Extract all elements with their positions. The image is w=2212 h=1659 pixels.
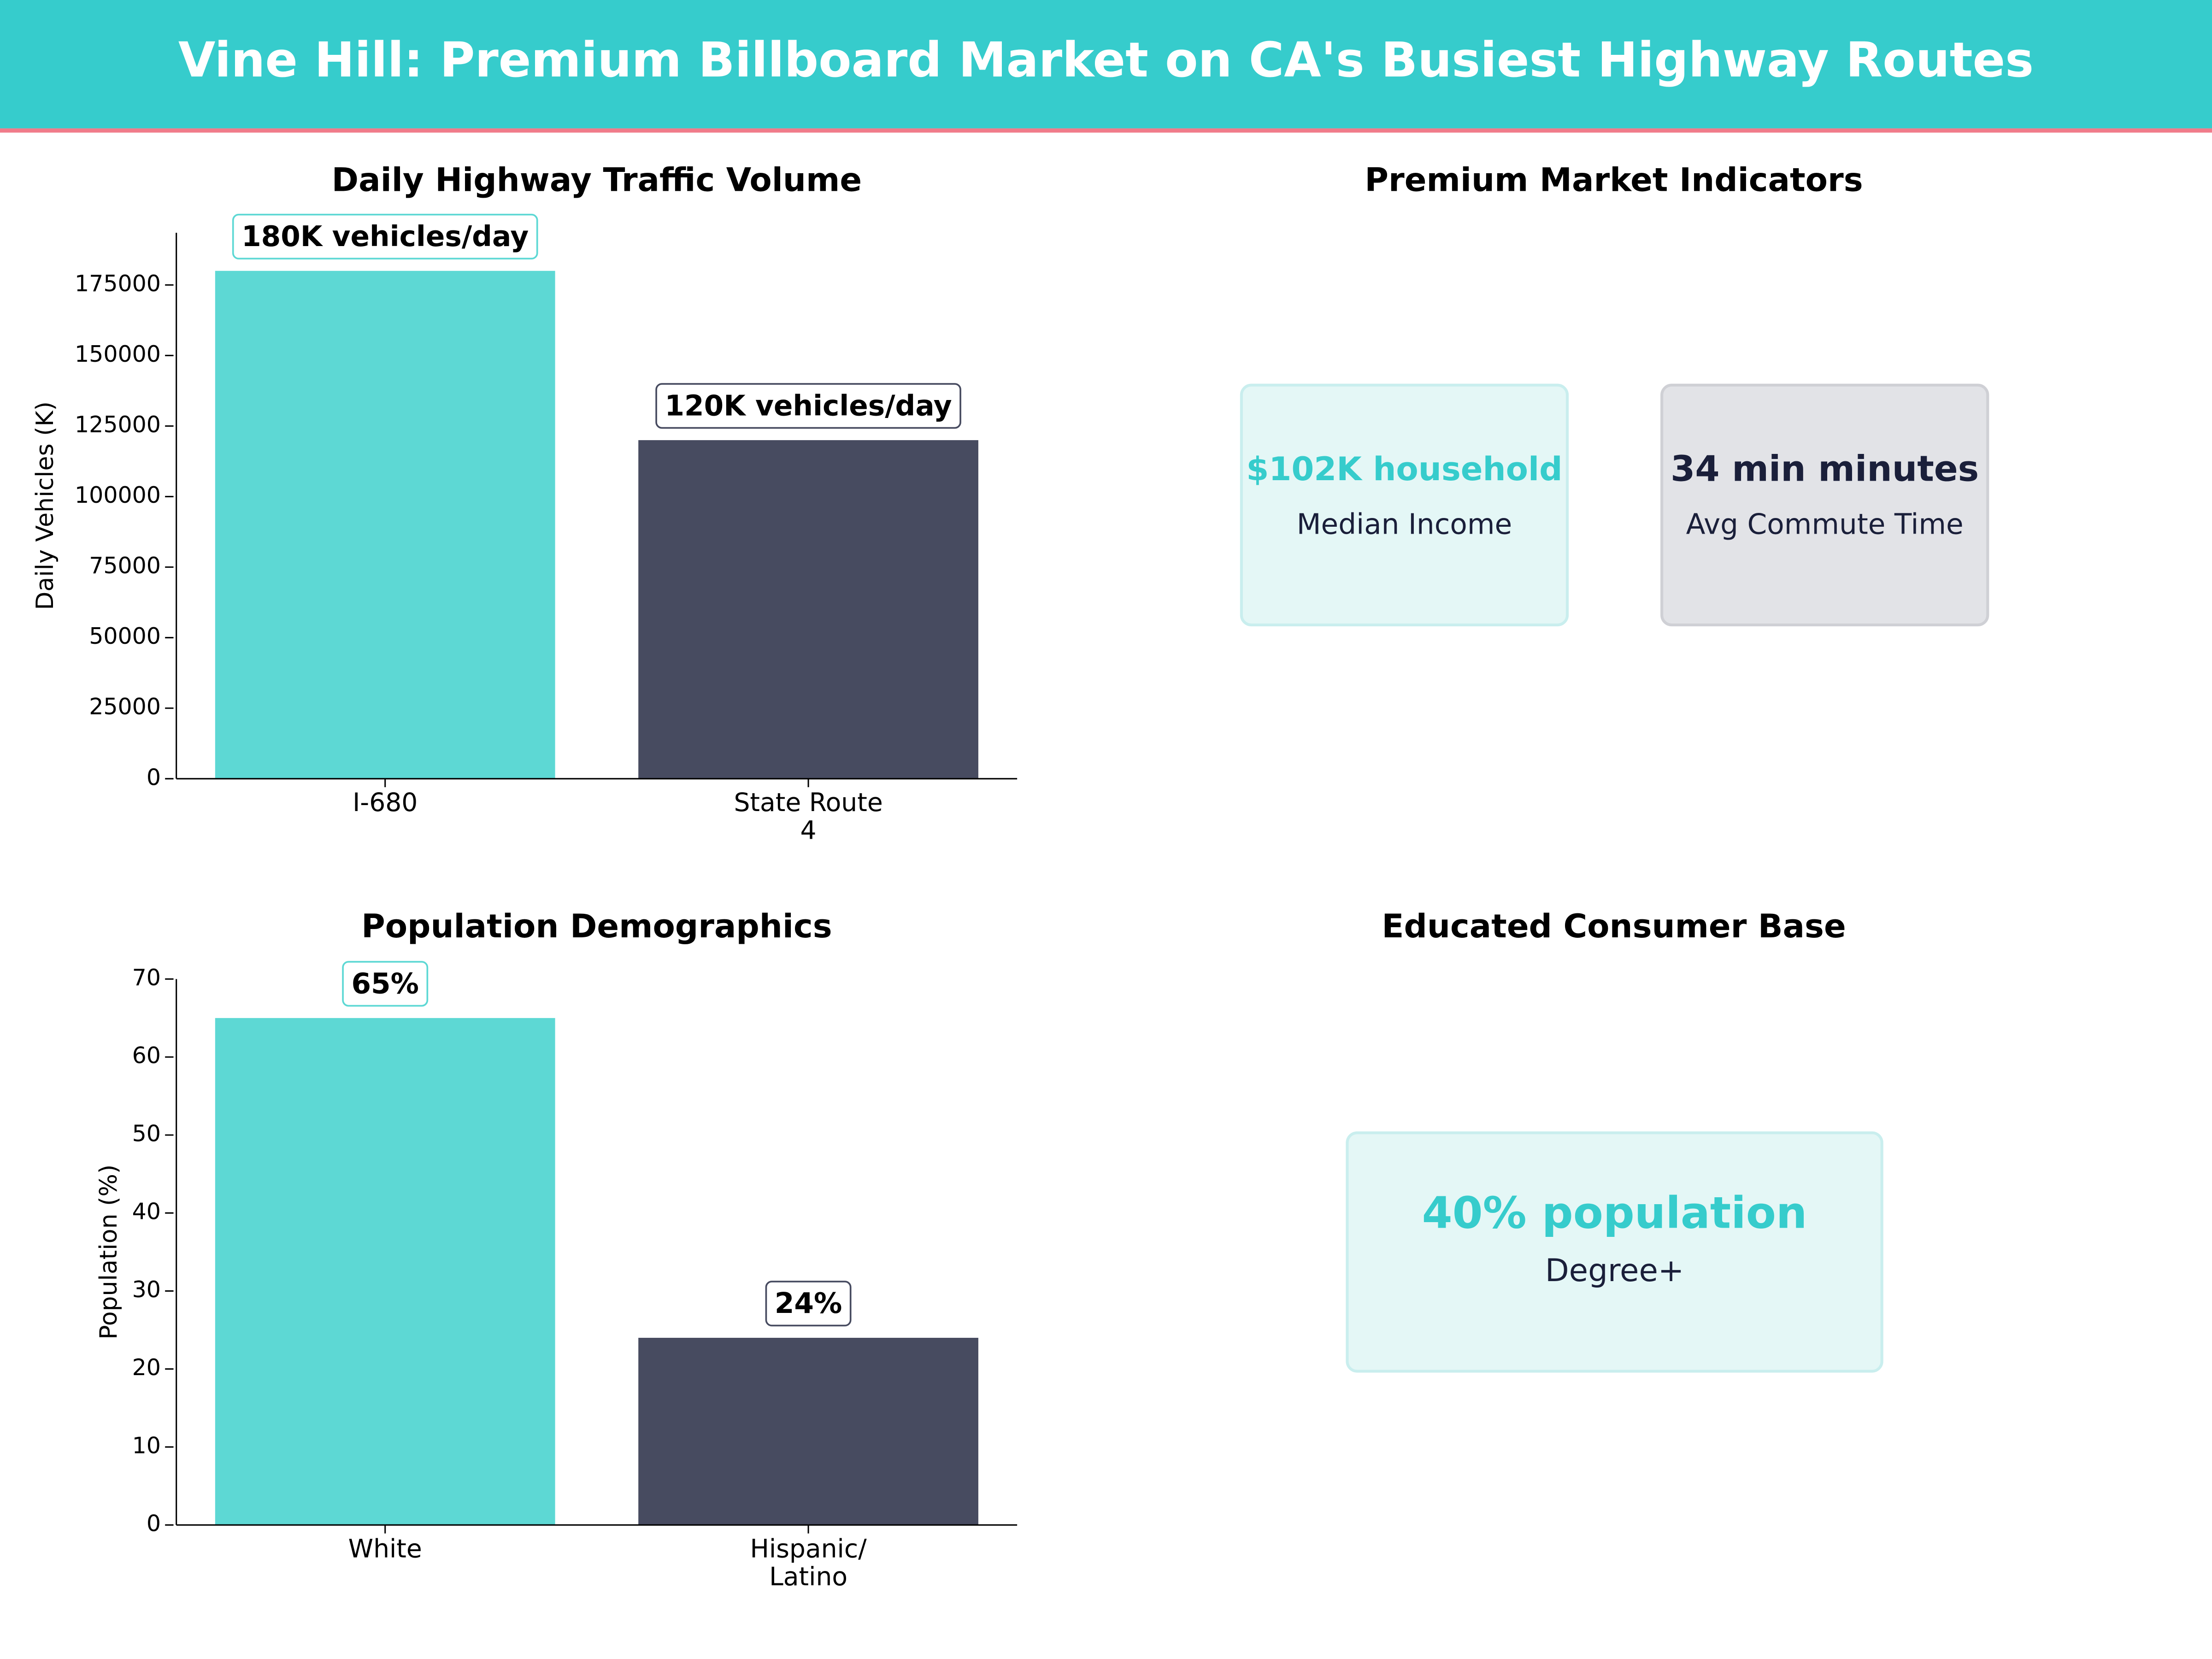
y-tick-label: 70 [132,965,161,991]
chart-title: Daily Highway Traffic Volume [332,161,862,199]
value-label: 120K vehicles/day [655,383,961,429]
chart-title: Population Demographics [361,907,832,945]
y-tick-label: 60 [132,1042,161,1069]
value-label: 24% [765,1281,852,1327]
y-tick-label: 30 [132,1277,161,1303]
y-tick-label: 0 [147,764,161,790]
page-title: Vine Hill: Premium Billboard Market on C… [178,32,2034,88]
kpi-card [1660,383,1989,627]
y-tick-label: 150000 [75,341,161,367]
value-label: 65% [342,961,429,1007]
value-label-text: 120K vehicles/day [665,389,952,422]
y-tick-label: 50000 [89,623,161,649]
value-label-box [655,383,961,429]
y-tick-label: 50 [132,1120,161,1147]
value-label: 180K vehicles/day [232,213,538,260]
x-tick-label: Hispanic/Latino [750,1534,867,1591]
bar [215,1018,555,1525]
y-tick-label: 175000 [75,271,161,297]
kpi-card [1346,1131,1883,1373]
bar [638,440,978,779]
kpi-value: 40% population [1422,1188,1807,1239]
y-tick-label: 100000 [75,482,161,508]
value-label-box [342,961,429,1007]
value-label-box [765,1281,852,1327]
y-tick-label: 125000 [75,412,161,438]
section-title: Educated Consumer Base [1382,907,1846,945]
x-tick-label: State Route 4 [734,788,882,845]
y-tick-label: 20 [132,1354,161,1381]
y-axis-label: Population (%) [95,1165,123,1340]
x-tick-label: White [348,1534,422,1563]
kpi-value: $102K household [1246,450,1562,488]
kpi-label: Avg Commute Time [1686,508,1964,541]
bar [215,271,555,779]
x-tick-label: I-680 [353,788,418,817]
kpi-label: Median Income [1297,508,1512,541]
kpi-value: 34 min minutes [1671,448,1979,489]
y-tick-label: 0 [147,1511,161,1537]
y-tick-label: 40 [132,1199,161,1225]
y-axis-label: Daily Vehicles (K) [31,401,59,610]
header-bar [0,0,2212,129]
header-rule [0,128,2212,133]
value-label-text: 24% [775,1287,842,1320]
section-title: Premium Market Indicators [1365,161,1863,199]
value-label-text: 65% [351,967,419,1000]
y-tick-label: 10 [132,1432,161,1459]
y-tick-label: 75000 [89,553,161,579]
value-label-box [232,213,538,260]
kpi-card [1240,383,1569,627]
kpi-label: Degree+ [1545,1252,1684,1288]
value-label-text: 180K vehicles/day [241,220,529,253]
bar [638,1338,978,1525]
y-tick-label: 25000 [89,694,161,720]
